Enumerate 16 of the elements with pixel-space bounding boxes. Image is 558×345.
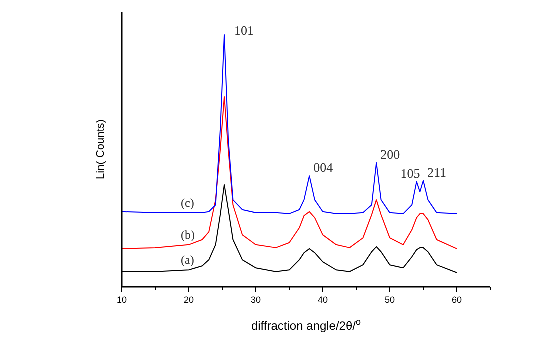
x-axis-title: diffraction angle/2θ/$^{o}$ — [251, 317, 362, 333]
series-label: (c) — [181, 196, 194, 210]
series-label: (b) — [181, 228, 195, 242]
x-tick-label: 40 — [318, 295, 328, 305]
x-tick-label: 30 — [250, 295, 262, 305]
x-tick-label: 20 — [184, 295, 194, 305]
x-tick-label: 50 — [384, 295, 396, 305]
x-tick-label: 10 — [116, 295, 128, 305]
annotation: 101 — [234, 23, 254, 38]
annotation: 004 — [314, 160, 334, 176]
x-tick-label: 60 — [452, 295, 462, 305]
annotation: 211 — [428, 164, 447, 180]
annotation: 105 — [400, 166, 420, 181]
series-label: (a) — [181, 253, 194, 268]
y-axis-title: Lin( Counts) — [95, 120, 107, 180]
annotation: 200 — [380, 147, 400, 162]
